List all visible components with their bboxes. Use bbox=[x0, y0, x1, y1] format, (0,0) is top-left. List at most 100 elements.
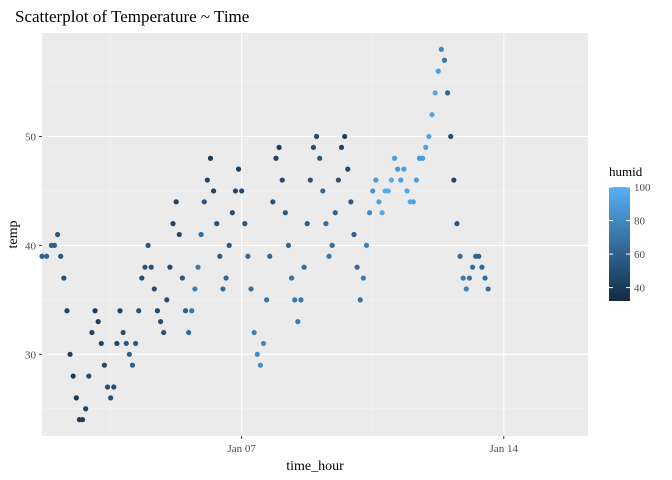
data-point bbox=[195, 264, 201, 270]
data-point bbox=[86, 373, 92, 379]
data-point bbox=[136, 308, 142, 314]
data-point bbox=[235, 166, 242, 172]
data-point bbox=[161, 329, 167, 336]
x-tick-label: Jan 14 bbox=[490, 443, 519, 455]
data-point bbox=[198, 231, 204, 238]
data-point bbox=[363, 242, 370, 248]
data-point bbox=[313, 133, 320, 140]
data-point bbox=[154, 308, 161, 314]
data-point bbox=[354, 264, 360, 270]
data-point bbox=[79, 417, 86, 423]
data-point bbox=[438, 46, 444, 52]
data-point bbox=[167, 264, 173, 270]
data-point bbox=[207, 155, 214, 161]
data-point bbox=[186, 329, 192, 336]
data-point bbox=[189, 308, 195, 314]
data-point bbox=[104, 384, 111, 390]
data-point bbox=[351, 231, 357, 238]
data-point bbox=[463, 286, 469, 292]
data-point bbox=[385, 188, 391, 194]
data-point bbox=[367, 210, 373, 216]
data-point bbox=[64, 308, 70, 314]
color-legend: humid 40 60 80 100 bbox=[609, 164, 651, 301]
data-point bbox=[376, 199, 382, 205]
data-point bbox=[257, 362, 263, 368]
data-point bbox=[229, 210, 235, 216]
data-point bbox=[466, 275, 473, 281]
data-point bbox=[92, 308, 98, 314]
data-points bbox=[39, 46, 491, 423]
data-point bbox=[245, 253, 251, 259]
data-point bbox=[95, 319, 101, 325]
data-point bbox=[145, 242, 151, 248]
data-point bbox=[320, 188, 326, 194]
data-point bbox=[345, 166, 351, 172]
data-point bbox=[338, 144, 345, 150]
data-point bbox=[164, 297, 170, 303]
legend-colorbar bbox=[609, 187, 630, 301]
data-point bbox=[242, 221, 248, 227]
data-point bbox=[285, 242, 292, 248]
x-axis-title: time_hour bbox=[286, 459, 344, 474]
data-point bbox=[310, 144, 317, 150]
data-point bbox=[457, 253, 463, 259]
data-point bbox=[329, 242, 335, 248]
data-point bbox=[476, 253, 482, 259]
data-point bbox=[211, 188, 217, 194]
legend-label: 80 bbox=[634, 216, 646, 228]
data-point bbox=[292, 297, 298, 303]
data-point bbox=[217, 253, 223, 259]
data-point bbox=[220, 286, 226, 292]
data-point bbox=[357, 297, 363, 303]
x-tick-label: Jan 07 bbox=[227, 443, 256, 455]
data-point bbox=[379, 210, 385, 216]
data-point bbox=[120, 329, 126, 336]
data-point bbox=[298, 297, 304, 303]
data-point bbox=[133, 340, 139, 347]
data-point bbox=[479, 264, 485, 270]
data-point bbox=[289, 275, 295, 281]
data-point bbox=[101, 362, 107, 368]
data-point bbox=[388, 177, 395, 183]
data-point bbox=[435, 68, 441, 74]
data-point bbox=[204, 177, 210, 183]
data-point bbox=[348, 199, 354, 205]
data-point bbox=[126, 351, 132, 357]
data-point bbox=[317, 155, 323, 161]
data-point bbox=[413, 177, 419, 183]
data-point bbox=[55, 231, 61, 238]
data-point bbox=[89, 329, 95, 336]
data-point bbox=[432, 90, 438, 96]
data-point bbox=[251, 329, 257, 336]
data-point bbox=[214, 221, 220, 227]
data-point bbox=[398, 177, 404, 183]
y-axis-title: temp bbox=[6, 221, 21, 249]
data-point bbox=[182, 308, 189, 314]
data-point bbox=[267, 253, 273, 259]
data-point bbox=[226, 242, 232, 248]
data-point bbox=[273, 155, 279, 161]
legend-title: humid bbox=[609, 164, 643, 179]
data-point bbox=[254, 351, 260, 357]
data-point bbox=[264, 297, 270, 303]
data-point bbox=[73, 395, 79, 401]
data-point bbox=[176, 231, 182, 238]
data-point bbox=[420, 155, 426, 161]
data-point bbox=[279, 177, 285, 183]
data-point bbox=[179, 275, 185, 281]
chart-title: Scatterplot of Temperature ~ Time bbox=[15, 7, 249, 26]
data-point bbox=[448, 133, 454, 140]
data-point bbox=[401, 166, 407, 172]
data-point bbox=[58, 253, 64, 259]
data-point bbox=[451, 177, 457, 183]
data-point bbox=[148, 264, 154, 270]
data-point bbox=[429, 112, 435, 118]
data-point bbox=[173, 199, 179, 205]
data-point bbox=[170, 221, 176, 227]
data-point bbox=[108, 395, 114, 401]
data-point bbox=[114, 340, 120, 347]
data-point bbox=[123, 340, 129, 347]
data-point bbox=[98, 340, 104, 347]
data-point bbox=[454, 221, 460, 227]
data-point bbox=[142, 264, 148, 270]
